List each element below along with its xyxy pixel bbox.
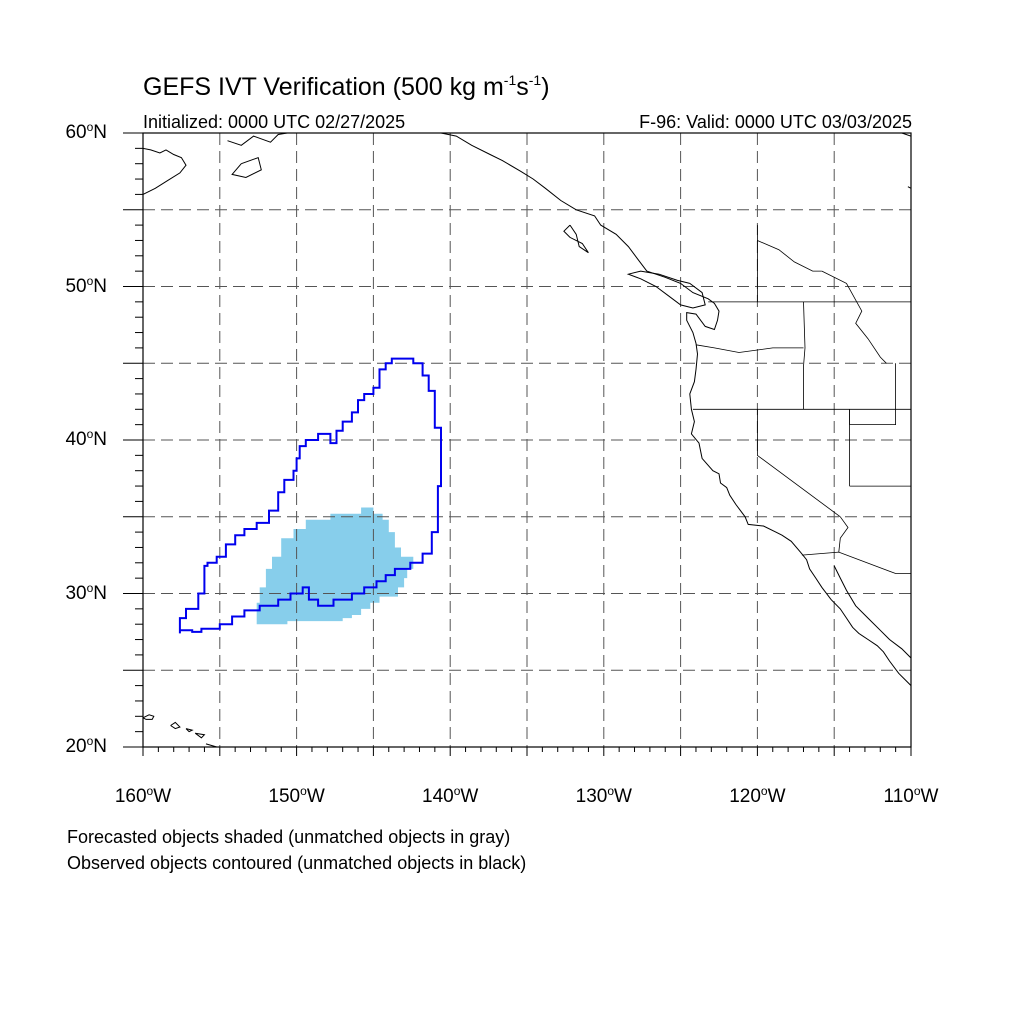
coastline [194,732,206,739]
coastline [143,714,155,720]
political-border [821,270,887,364]
forecast-legend-note: Forecasted objects shaded (unmatched obj… [67,827,511,847]
observed-object-contour [178,357,442,634]
political-border [757,240,822,272]
coastline [833,565,911,659]
political-border [849,363,896,426]
observed-legend-note: Observed objects contoured (unmatched ob… [67,853,527,873]
coastline [626,270,706,309]
coastline [563,224,589,254]
political-border [803,301,806,410]
lat-label-60N: 60oN [65,120,107,143]
coastline [227,133,288,146]
init-time-label: Initialized: 0000 UTC 02/27/2025 [143,112,406,132]
valid-time-label: F-96: Valid: 0000 UTC 03/03/2025 [639,112,912,132]
lon-label-140W: 140oW [422,784,479,807]
coastline [205,743,218,747]
map-title: GEFS IVT Verification (500 kg m-1s-1) [143,72,550,101]
political-border [695,344,804,353]
lat-label-50N: 50oN [65,273,107,297]
coastline [231,156,262,179]
forecast-object-shading [256,507,414,625]
coastline [440,133,911,686]
lon-label-130W: 130oW [575,784,632,807]
lon-label-110W: 110oW [883,784,939,807]
political-border [801,551,911,574]
lon-label-150W: 150oW [268,784,325,807]
lon-label-160W: 160oW [114,784,172,807]
lat-label-20N: 20oN [65,734,107,757]
lat-label-40N: 40oN [65,427,107,450]
coastline [185,728,194,733]
coastline [170,721,181,730]
political-border [757,409,841,518]
political-border [838,516,849,553]
lat-label-30N: 30oN [65,580,107,604]
coastline [143,147,187,195]
lon-label-120W: 120oW [729,784,786,807]
